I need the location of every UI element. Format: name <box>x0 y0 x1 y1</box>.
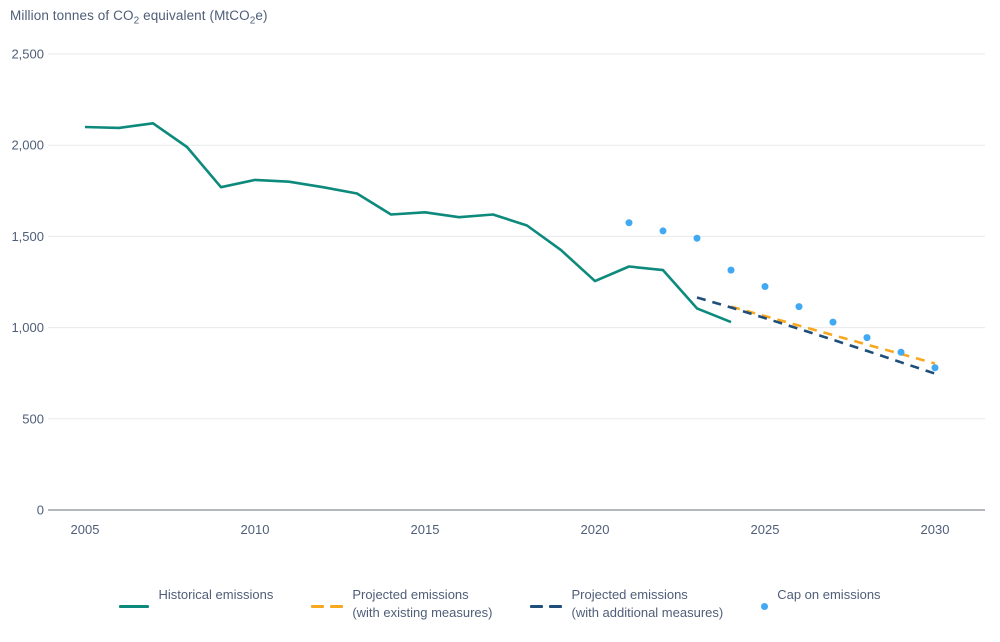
subscript-2: 2 <box>133 15 140 27</box>
legend-label: Historical emissions <box>158 587 274 602</box>
legend-item-projected-existing: Projected emissions (with existing measu… <box>311 586 492 621</box>
chart-title: Million tonnes of CO2 equivalent (MtCO2e… <box>10 8 268 27</box>
chart-title-text: Million tonnes of CO <box>10 8 134 23</box>
y-tick-label: 1,000 <box>11 320 44 335</box>
cap-point <box>795 303 803 311</box>
legend-label-line2: (with existing measures) <box>352 604 493 620</box>
x-tick-label: 2020 <box>581 522 610 537</box>
chart-title-text: e) <box>255 8 268 23</box>
cap-point <box>625 219 633 227</box>
x-tick-label: 2005 <box>71 522 100 537</box>
x-tick-label: 2010 <box>241 522 270 537</box>
legend-item-cap: Cap on emissions <box>761 586 881 621</box>
cap-point <box>727 266 735 274</box>
x-tick-label: 2015 <box>411 522 440 537</box>
y-tick-label: 2,500 <box>11 47 44 62</box>
legend-item-projected-additional: Projected emissions (with additional mea… <box>530 586 723 621</box>
cap-point <box>659 227 667 235</box>
legend-label: Projected emissions <box>352 587 469 602</box>
y-tick-label: 0 <box>37 503 44 518</box>
dashed-line-icon <box>530 592 563 621</box>
dashed-line-icon <box>311 592 344 621</box>
series-projected-existing-line <box>730 305 936 365</box>
series-projected-additional-line <box>696 296 936 375</box>
y-tick-label: 500 <box>22 411 44 426</box>
solid-line-icon <box>119 592 150 621</box>
cap-point <box>829 318 837 326</box>
dot-icon <box>761 592 769 621</box>
cap-point <box>761 283 769 291</box>
cap-point <box>863 334 871 342</box>
emissions-line-chart: 0 500 1,000 1,500 2,000 2,500 2005 2010 2015 2020… <box>11 47 985 537</box>
x-tick-label: 2025 <box>751 522 780 537</box>
y-tick-label: 2,000 <box>11 138 44 153</box>
legend-item-historical: Historical emissions <box>119 586 273 621</box>
x-tick-label: 2030 <box>921 522 950 537</box>
subscript-2: 2 <box>249 15 256 27</box>
cap-point <box>897 348 905 356</box>
legend-label: Projected emissions <box>571 587 688 602</box>
y-tick-label: 1,500 <box>11 229 44 244</box>
legend-label: Cap on emissions <box>777 587 881 602</box>
chart-title-text: equivalent (MtCO <box>139 8 250 23</box>
chart-legend: Historical emissions Projected emissions… <box>0 586 1000 621</box>
cap-point <box>931 364 939 372</box>
series-historical-line <box>84 122 732 324</box>
legend-label-line2: (with additional measures) <box>571 604 724 620</box>
cap-point <box>693 234 701 242</box>
